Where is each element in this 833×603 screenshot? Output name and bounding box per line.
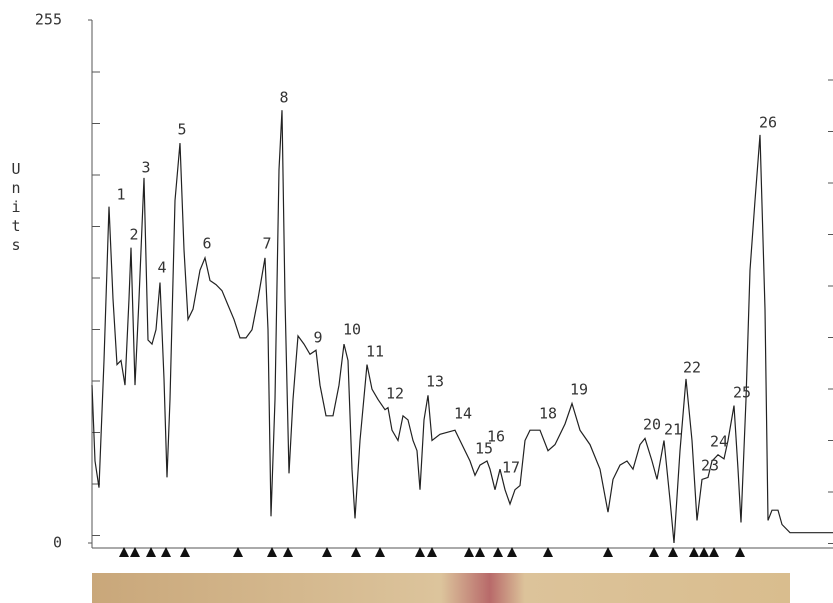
y-tick-label: 0 (53, 534, 62, 552)
peak-label: 18 (539, 405, 557, 423)
peak-label: 11 (366, 343, 384, 361)
peak-label: 20 (643, 416, 661, 434)
chart: 0255123456789101112131415161718192021222… (0, 0, 833, 603)
peak-label: 25 (733, 384, 751, 402)
peak-label: 24 (710, 433, 728, 451)
minor-ticks (92, 72, 833, 544)
peak-label: 12 (386, 385, 404, 403)
peak-label: 16 (487, 428, 505, 446)
peak-label: 26 (759, 114, 777, 132)
peak-label: 17 (502, 459, 520, 477)
peak-label: 13 (426, 373, 444, 391)
peak-label: 8 (279, 89, 288, 107)
peak-label: 3 (141, 159, 150, 177)
trace-line (92, 110, 833, 543)
peak-label: 6 (202, 235, 211, 253)
peak-label: 4 (157, 259, 166, 277)
peak-label: 19 (570, 381, 588, 399)
gel-strip (92, 573, 790, 603)
peak-label: 10 (343, 321, 361, 339)
peak-label: 14 (454, 405, 472, 423)
peak-label: 22 (683, 359, 701, 377)
peak-label: 9 (313, 329, 322, 347)
y-tick-label: 255 (35, 11, 62, 29)
peak-label: 23 (701, 457, 719, 475)
peak-label: 5 (177, 121, 186, 139)
peak-label: 2 (129, 226, 138, 244)
peak-label: 1 (116, 186, 125, 204)
peak-label: 21 (664, 421, 682, 439)
page: {"chart_data": {"type": "line", "y_label… (0, 0, 833, 603)
peak-label: 7 (262, 235, 271, 253)
